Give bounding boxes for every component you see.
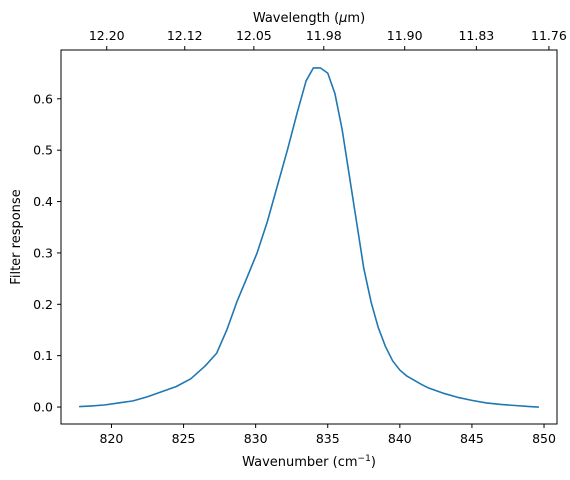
x-tick-label-6: 850 bbox=[532, 431, 556, 446]
x-tick-label-5: 845 bbox=[460, 431, 484, 446]
x-tick-label-0: 820 bbox=[100, 431, 124, 446]
x-tick-label-4: 840 bbox=[388, 431, 412, 446]
y-tick-label-2: 0.2 bbox=[33, 297, 53, 312]
plot-area bbox=[78, 67, 540, 408]
x-tick-label-2: 830 bbox=[244, 431, 268, 446]
top-tick-label-1: 12.12 bbox=[167, 28, 203, 43]
series-line-0 bbox=[78, 67, 540, 408]
x-tick-label-3: 835 bbox=[316, 431, 340, 446]
y-axis-label: Filter response bbox=[9, 189, 24, 284]
top-axis-label: Wavelength (μm) bbox=[253, 11, 365, 26]
top-tick-label-0: 12.20 bbox=[89, 28, 125, 43]
axes: 820 825 830 835 840 845 850 0.0 0.1 0.2 0.3 0.4 0.5 0… bbox=[9, 11, 567, 470]
y-tick-label-6: 0.6 bbox=[33, 91, 53, 106]
x-axis-label: Wavenumber (cm−1) bbox=[242, 454, 376, 470]
top-tick-label-4: 11.90 bbox=[387, 28, 423, 43]
y-tick-label-3: 0.3 bbox=[33, 245, 53, 260]
y-tick-label-5: 0.5 bbox=[33, 143, 53, 158]
top-tick-label-5: 11.83 bbox=[458, 28, 494, 43]
y-tick-label-1: 0.1 bbox=[33, 348, 53, 363]
plot-frame bbox=[60, 49, 558, 425]
x-tick-label-1: 825 bbox=[172, 431, 196, 446]
y-tick-label-0: 0.0 bbox=[33, 400, 53, 415]
top-tick-label-2: 12.05 bbox=[236, 28, 272, 43]
top-tick-label-3: 11.98 bbox=[306, 28, 342, 43]
top-tick-label-6: 11.76 bbox=[531, 28, 567, 43]
y-tick-label-4: 0.4 bbox=[33, 194, 53, 209]
